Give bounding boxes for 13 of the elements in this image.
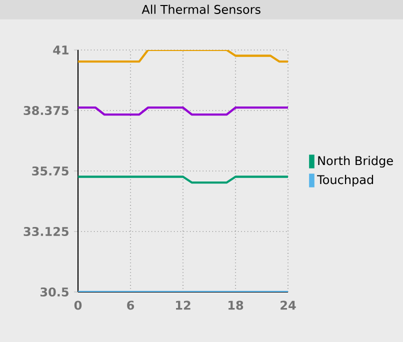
y-tick-label: 30.5 [40,287,68,297]
legend-label: North Bridge [318,156,393,168]
chart-title: All Thermal Sensors [142,4,260,14]
x-tick-label: 24 [280,300,296,310]
y-tick-label: 38.375 [24,106,68,116]
x-tick-label: 12 [176,300,190,310]
y-tick-label: 41 [53,46,68,54]
x-tick-label: 18 [228,300,244,310]
x-tick-label: 6 [127,300,134,310]
y-tick-label: 33.125 [24,226,68,236]
x-tick-label: 0 [74,300,82,310]
y-tick-label: 35.75 [32,166,68,176]
legend-label: Touchpad [317,174,374,187]
